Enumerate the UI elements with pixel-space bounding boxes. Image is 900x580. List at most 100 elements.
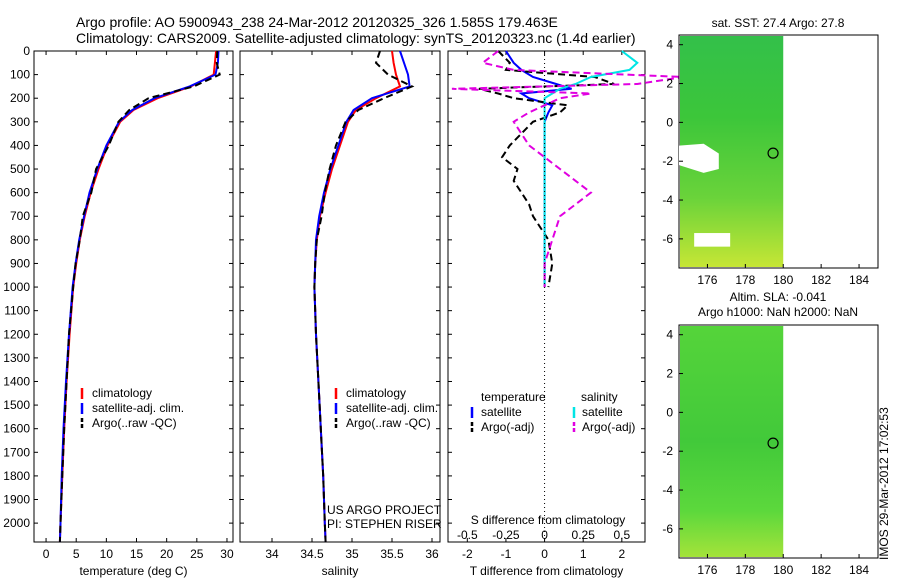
s-tick-label: 0.25	[572, 528, 596, 542]
difference-profile-x-tick-label: 2	[618, 547, 625, 561]
s-tick-label: -0.5	[457, 528, 478, 542]
y-tick-label: 500	[10, 162, 30, 176]
sst-map-x-tick-label: 182	[811, 273, 831, 287]
series-line-salinity-argo-adj-	[451, 50, 684, 288]
difference-profile-xlabel: T difference from climatology	[470, 564, 624, 578]
temperature-profile-x-tick-label: 0	[43, 547, 50, 561]
legend-label: satellite-adj. clim.	[92, 401, 184, 415]
y-tick-label: 1800	[3, 469, 30, 483]
sla-map-y-tick-label: -4	[662, 483, 673, 497]
argo-position-marker	[767, 147, 779, 159]
salinity-profile-x-tick-label: 35.5	[380, 547, 404, 561]
land-patch	[694, 233, 731, 247]
y-tick-label: 100	[10, 68, 30, 82]
y-tick-label: 1700	[3, 445, 30, 459]
difference-profile-frame	[447, 50, 646, 543]
sst-map-y-tick-label: -2	[662, 154, 673, 168]
series-line-temperature-argo-adj-	[478, 50, 615, 288]
y-tick-label: 600	[10, 186, 30, 200]
sst-map-y-tick-label: 0	[666, 115, 673, 129]
legend-label: climatology	[92, 386, 152, 400]
s-tick-label: 0.5	[613, 528, 630, 542]
y-tick-label: 400	[10, 138, 30, 152]
legend-label: satellite-adj. clim.	[346, 401, 438, 415]
land-patch	[679, 143, 719, 173]
y-tick-label: 1900	[3, 493, 30, 507]
salinity-profile-xlabel: salinity	[322, 564, 359, 578]
temperature-profile-x-tick-label: 30	[220, 547, 234, 561]
sla-map-title-line2: Argo h1000: NaN h2000: NaN	[698, 305, 858, 319]
sla-map-field	[680, 326, 784, 557]
sst-map-x-tick-label: 180	[773, 273, 793, 287]
y-tick-label: 1200	[3, 327, 30, 341]
series-line-argo-raw-qc-	[58, 50, 221, 543]
sla-map-title-line1: Altim. SLA: -0.041	[730, 290, 827, 304]
salinity-profile-frame	[239, 50, 441, 543]
y-tick-label: 1400	[3, 374, 30, 388]
temperature-profile-frame	[33, 50, 234, 543]
sla-map-y-tick-label: -6	[662, 522, 673, 536]
annotation-pi: PI: STEPHEN RISER	[327, 517, 442, 531]
difference-profile-x-tick-label: 0	[541, 547, 548, 561]
sla-map-x-tick-label: 176	[697, 563, 717, 577]
y-tick-label: 900	[10, 256, 30, 270]
argo-position-marker	[767, 437, 779, 449]
sla-map-y-tick-label: 0	[666, 405, 673, 419]
salinity-profile-x-tick-label: 36	[425, 547, 439, 561]
y-tick-label: 2000	[3, 516, 30, 530]
legend-label: Argo(..raw -QC)	[346, 416, 431, 430]
sst-map-y-tick-label: -6	[662, 232, 673, 246]
legend-label: Argo(..raw -QC)	[92, 416, 177, 430]
salinity-profile-x-tick-label: 34.5	[300, 547, 324, 561]
sla-map-y-tick-label: 4	[666, 328, 673, 342]
temperature-profile-xlabel: temperature (deg C)	[79, 564, 187, 578]
sst-map-y-tick-label: -4	[662, 193, 673, 207]
y-tick-label: 1100	[4, 304, 30, 318]
sla-map-y-tick-label: -2	[662, 444, 673, 458]
legend-title-salinity: salinity	[581, 390, 618, 404]
legend-label: Argo(-adj)	[481, 420, 534, 434]
legend-label: climatology	[346, 386, 406, 400]
legend-label: satellite	[481, 405, 522, 419]
sla-map-y-tick-label: 2	[666, 367, 673, 381]
y-tick-label: 1000	[3, 280, 30, 294]
temperature-profile-x-tick-label: 15	[130, 547, 144, 561]
sla-map-x-tick-label: 180	[773, 563, 793, 577]
annotation-project: US ARGO PROJECT	[327, 503, 442, 517]
y-tick-label: 800	[10, 233, 30, 247]
legend-label: Argo(-adj)	[582, 420, 635, 434]
legend-label: satellite	[582, 405, 623, 419]
salinity-profile-x-tick-label: 35	[345, 547, 359, 561]
difference-profile-x-tick-label: -2	[462, 547, 473, 561]
difference-profile-x-tick-label: -1	[501, 547, 512, 561]
temperature-profile-x-tick-label: 20	[160, 547, 174, 561]
sst-map-y-tick-label: 4	[666, 38, 673, 52]
y-tick-label: 0	[23, 44, 30, 58]
sst-map-title: sat. SST: 27.4 Argo: 27.8	[712, 16, 845, 30]
y-tick-label: 200	[10, 91, 30, 105]
sst-map-x-tick-label: 184	[849, 273, 869, 287]
series-line-argo-raw-qc-	[313, 50, 415, 543]
y-tick-label: 700	[10, 209, 30, 223]
salinity-profile-x-tick-label: 34	[265, 547, 279, 561]
sst-map-x-tick-label: 178	[735, 273, 755, 287]
s-tick-label: -0.25	[492, 528, 520, 542]
difference-s-label: S difference from climatology	[471, 513, 626, 527]
sla-map-x-tick-label: 184	[849, 563, 869, 577]
sst-map-x-tick-label: 176	[697, 273, 717, 287]
temperature-profile-x-tick-label: 5	[73, 547, 80, 561]
figure-title-line2: Climatology: CARS2009. Satellite-adjuste…	[76, 30, 636, 46]
difference-profile-x-tick-label: 1	[580, 547, 587, 561]
imos-timestamp-label: IMOS 29-Mar-2012 17:02:53	[877, 407, 891, 560]
figure-title-line1: Argo profile: AO 5900943_238 24-Mar-2012…	[76, 14, 558, 30]
sst-map-y-tick-label: 2	[666, 77, 673, 91]
temperature-profile-x-tick-label: 10	[100, 547, 114, 561]
sla-map-x-tick-label: 178	[735, 563, 755, 577]
y-tick-label: 300	[10, 115, 30, 129]
y-tick-label: 1500	[3, 398, 30, 412]
temperature-profile-x-tick-label: 25	[190, 547, 204, 561]
legend-title-temperature: temperature	[481, 390, 546, 404]
y-tick-label: 1600	[3, 422, 30, 436]
y-tick-label: 1300	[3, 351, 30, 365]
